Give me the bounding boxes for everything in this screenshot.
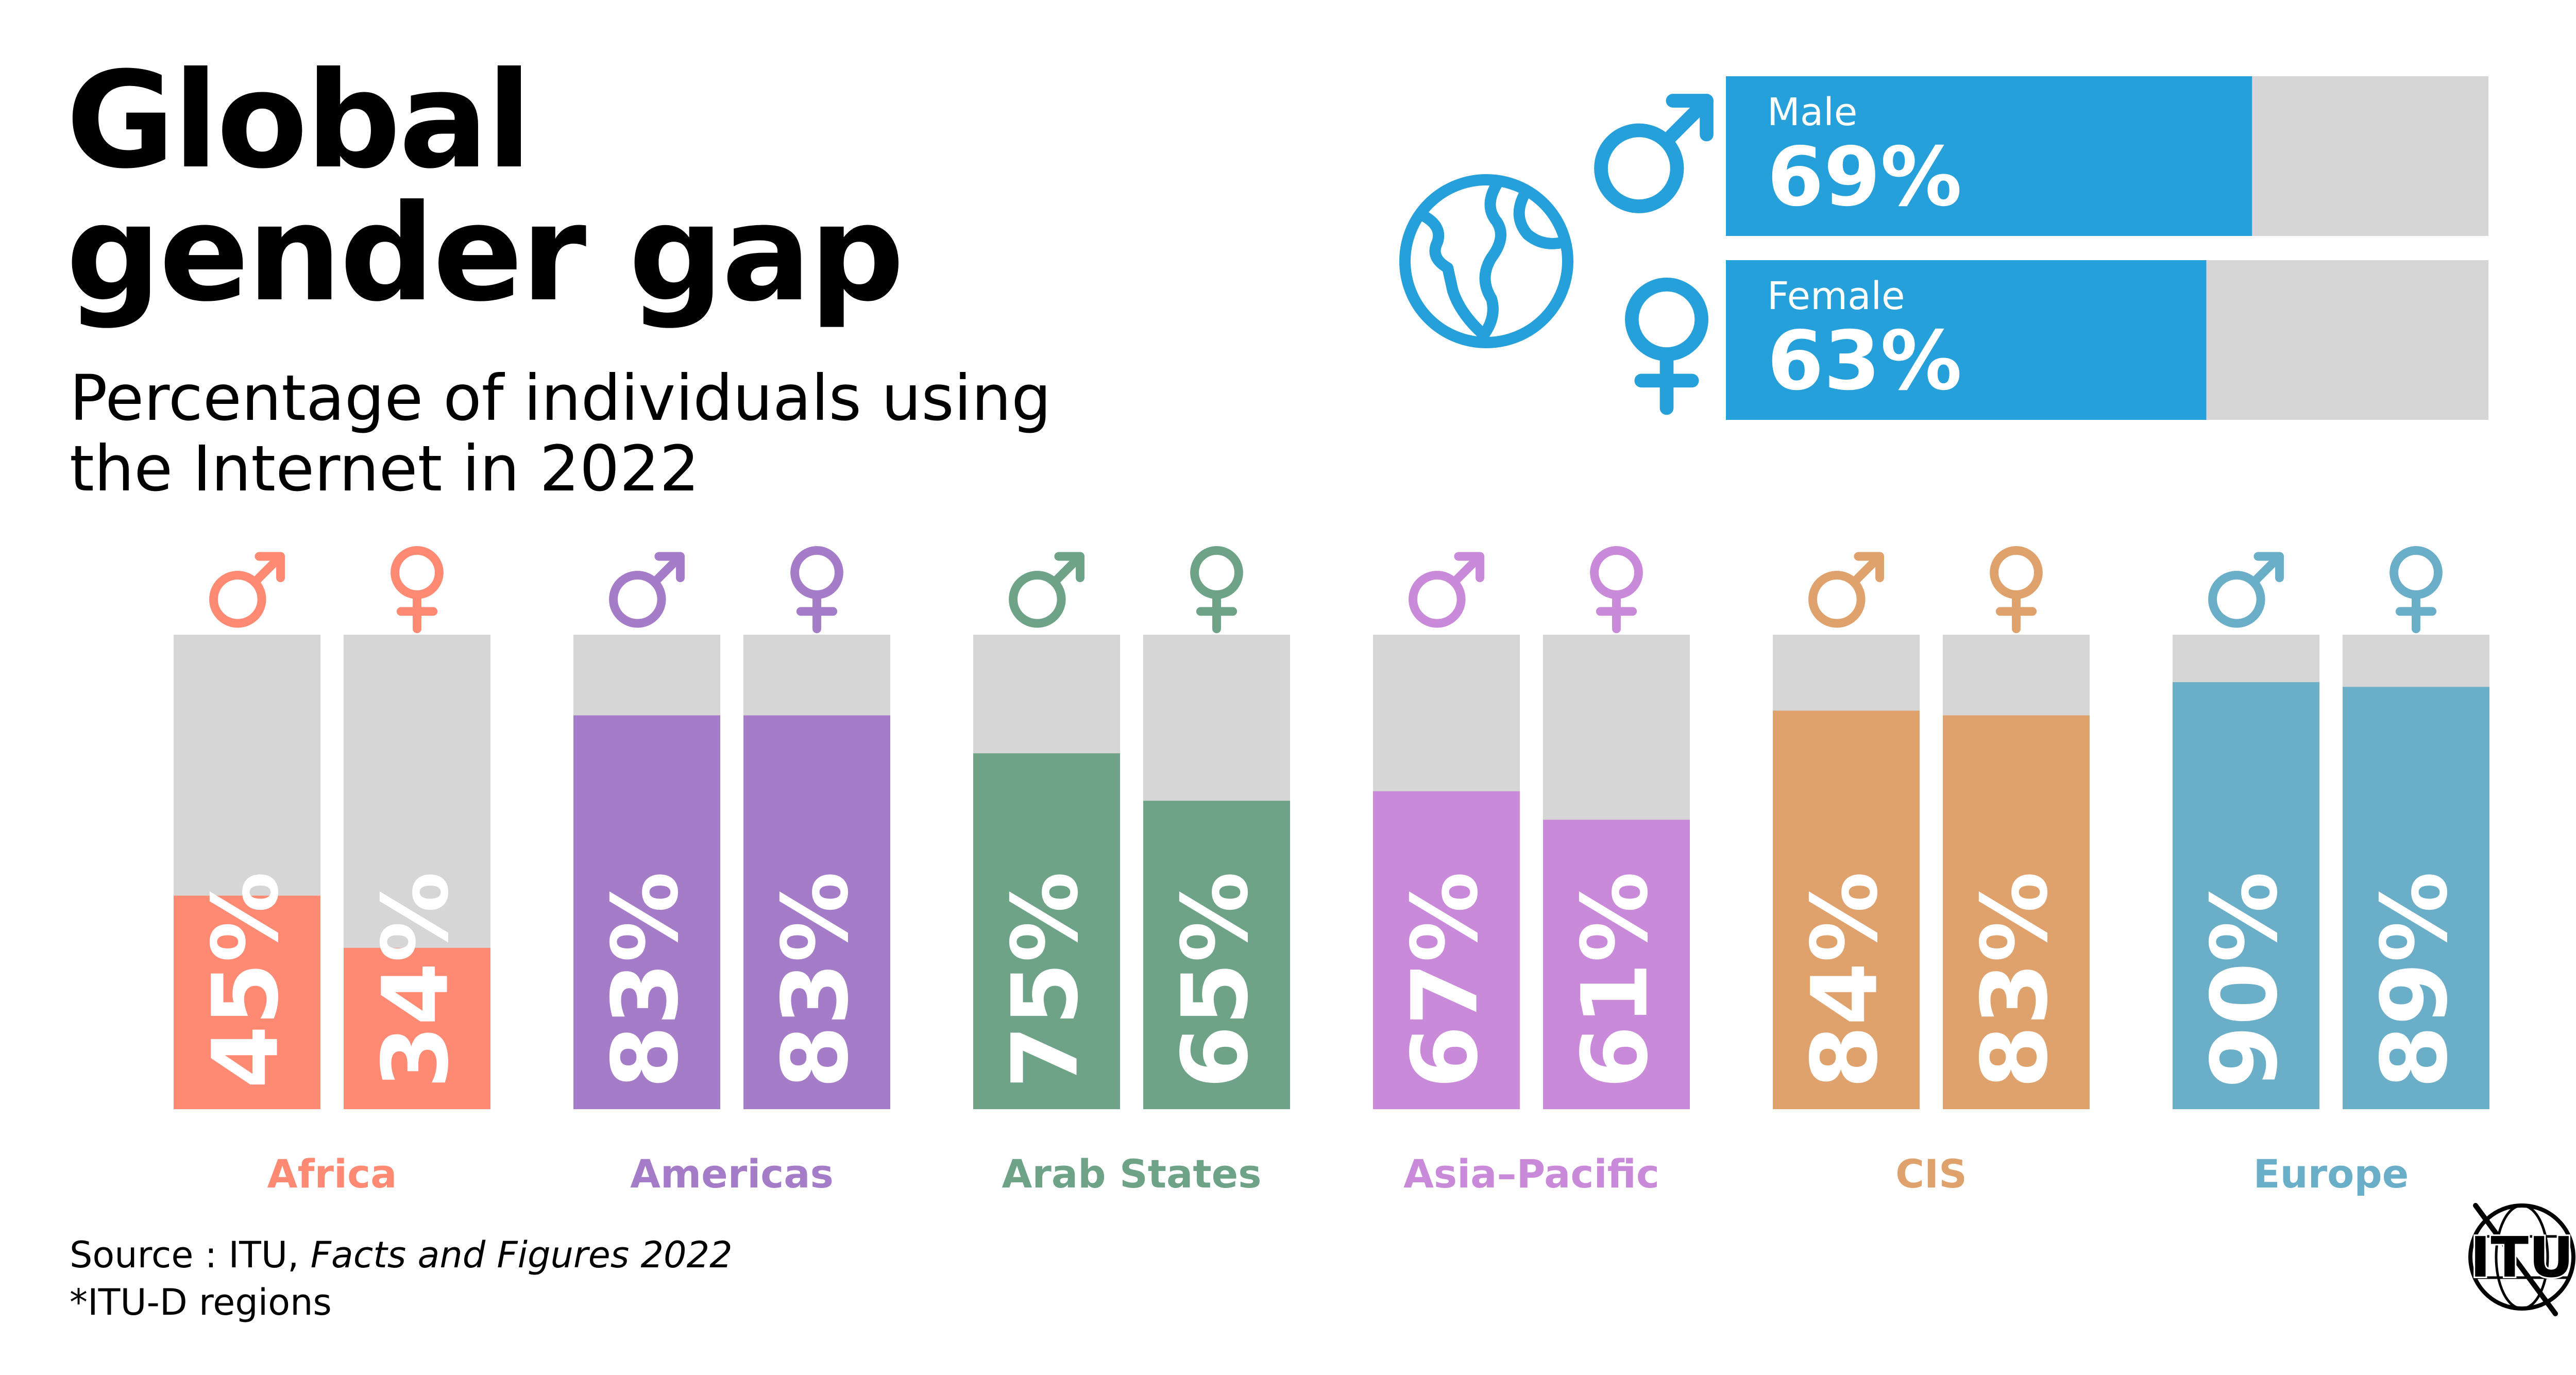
title-line-1: Global (66, 43, 532, 198)
region-bar-female (1543, 820, 1690, 1109)
region-label: CIS (1895, 1151, 1967, 1197)
region-bar-female (1943, 715, 2090, 1109)
global-bar-value: 63% (1767, 314, 1962, 409)
region-bar-male (1373, 791, 1520, 1109)
region-value-label: 83% (763, 872, 869, 1089)
female-symbol-icon (2389, 546, 2443, 634)
region-bar-male (973, 753, 1120, 1109)
region-value-label: 83% (593, 872, 699, 1089)
female-symbol-icon (790, 546, 843, 634)
region-bar-male (2173, 682, 2319, 1109)
male-symbol-icon (1009, 552, 1084, 628)
region-value-label: 84% (1792, 872, 1898, 1089)
female-symbol-icon (1590, 546, 1643, 634)
region-value-label: 89% (2362, 872, 2468, 1089)
region-value-label: 75% (993, 872, 1098, 1089)
male-symbol-icon (609, 552, 685, 628)
subtitle: Percentage of individuals using the Inte… (70, 363, 1051, 504)
region-bar-female (743, 715, 890, 1109)
itu-globe-logo: ITU (2468, 1203, 2575, 1316)
region-bar-female (344, 947, 490, 1109)
female-symbol-icon (1990, 546, 2043, 634)
region-label: Arab States (1002, 1151, 1262, 1197)
region-bar-male (573, 715, 720, 1109)
female-symbol-icon (1625, 277, 1708, 415)
region-value-label: 61% (1563, 872, 1668, 1089)
page-title: Global gender gap (66, 43, 905, 331)
subtitle-line-2: the Internet in 2022 (70, 432, 700, 505)
global-bar-male (1726, 76, 2252, 236)
male-symbol-icon (209, 552, 285, 628)
female-symbol-icon (1190, 546, 1243, 634)
male-symbol-icon (1409, 552, 1484, 628)
subtitle-line-1: Percentage of individuals using (70, 362, 1052, 435)
male-symbol-icon (1594, 94, 1714, 213)
global-bar-female (1726, 260, 2207, 420)
region-bar-male (174, 895, 320, 1109)
region-label: Asia–Pacific (1403, 1151, 1659, 1197)
globe-icon (1399, 174, 1573, 348)
region-value-label: 83% (1962, 872, 2068, 1089)
region-value-label: 90% (2192, 872, 2298, 1089)
region-label: Africa (267, 1151, 397, 1197)
male-symbol-icon (2208, 552, 2284, 628)
region-bar-female (2343, 687, 2489, 1109)
region-bar-male (1773, 710, 1920, 1109)
source-publication: Facts and Figures 2022 (310, 1234, 733, 1276)
regions-note: *ITU-D regions (70, 1281, 332, 1324)
male-symbol-icon (1808, 552, 1884, 628)
source-prefix: Source : ITU, (70, 1234, 311, 1276)
region-value-label: 34% (363, 872, 469, 1089)
region-value-label: 67% (1393, 872, 1498, 1089)
source-note: Source : ITU, Facts and Figures 2022 *IT… (70, 1231, 733, 1327)
region-label: Europe (2253, 1151, 2409, 1197)
global-bar-label: Male (1767, 90, 1857, 134)
region-label: Americas (630, 1151, 834, 1197)
region-bar-female (1143, 801, 1290, 1109)
region-value-label: 65% (1163, 872, 1268, 1089)
female-symbol-icon (391, 546, 444, 634)
itu-logo-text: ITU (2470, 1226, 2574, 1290)
region-value-label: 45% (193, 872, 299, 1089)
global-bar-value: 69% (1767, 130, 1962, 225)
title-line-2: gender gap (66, 176, 905, 331)
source-line: Source : ITU, Facts and Figures 2022 (70, 1231, 733, 1279)
global-bar-label: Female (1767, 274, 1905, 318)
